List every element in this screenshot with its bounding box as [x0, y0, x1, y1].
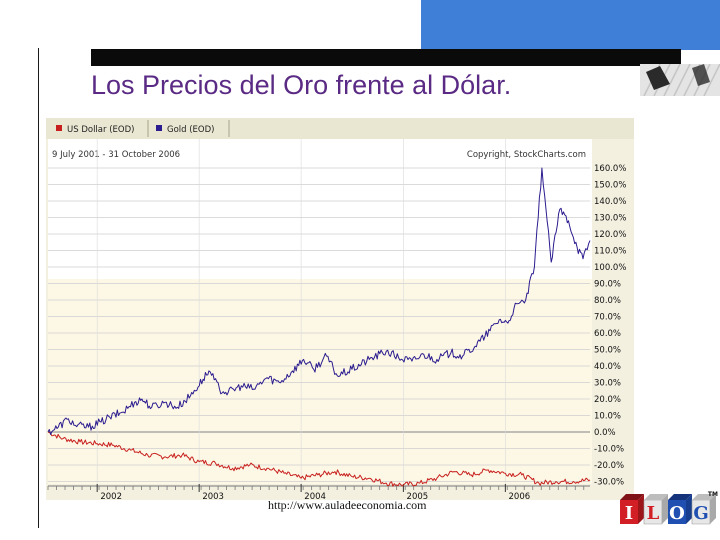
svg-text:I: I: [625, 503, 633, 524]
left-vertical-rule: [38, 48, 39, 528]
title-rule-bar: [91, 49, 681, 66]
series-lines: [47, 167, 591, 487]
legend-label-dollar: US Dollar (EOD): [67, 125, 134, 135]
y-tick-label: -10.0%: [594, 445, 624, 455]
y-tick-label: -20.0%: [594, 461, 624, 471]
gold-vs-dollar-chart: US Dollar (EOD) Gold (EOD) 9 July 2001 -…: [46, 118, 634, 500]
y-tick-label: 40.0%: [594, 362, 621, 372]
y-tick-label: 100.0%: [594, 263, 626, 273]
logo-tile-i: [620, 500, 638, 524]
logo-trademark: TM: [708, 491, 718, 498]
legend: US Dollar (EOD) Gold (EOD): [56, 120, 230, 137]
logo-letter-l: L: [647, 503, 660, 524]
x-tick-label: 2005: [407, 492, 429, 500]
legend-bar: [46, 118, 634, 139]
y-tick-label: 10.0%: [594, 412, 621, 422]
y-axis-ticks: 160.0% 150.0% 140.0% 130.0% 120.0% 110.0% 100.…: [594, 164, 626, 488]
chart-title: 9 July 2001 - 31 October 2006: [52, 150, 180, 160]
ilog-logo: I L O G TM: [620, 491, 718, 525]
y-tick-label: 20.0%: [594, 395, 621, 405]
plot-lower-band: [48, 279, 592, 484]
y-tick-label: 150.0%: [594, 181, 626, 191]
y-tick-label: 120.0%: [594, 230, 626, 240]
y-tick-label: 0.0%: [594, 428, 616, 438]
legend-swatch-gold: [156, 125, 162, 131]
y-tick-label: 130.0%: [594, 214, 626, 224]
y-tick-label: 160.0%: [594, 164, 626, 174]
corner-decoration-icon: [640, 64, 720, 96]
y-tick-label: 30.0%: [594, 379, 621, 389]
chart-svg: US Dollar (EOD) Gold (EOD) 9 July 2001 -…: [46, 118, 634, 500]
slide-title: Los Precios del Oro frente al Dólar.: [91, 70, 512, 100]
chart-copyright: Copyright, StockCharts.com: [467, 150, 586, 160]
y-tick-label: 50.0%: [594, 346, 621, 356]
series-line-gold: [47, 167, 591, 435]
y-tick-label: 80.0%: [594, 296, 621, 306]
x-tick-label: 2003: [202, 492, 224, 500]
series-line-us-dollar: [47, 431, 591, 487]
x-tick-label: 2002: [100, 492, 122, 500]
x-tick-label: 2006: [509, 492, 531, 500]
x-axis-ticks: 2002 2003 2004 2005 2006: [47, 484, 590, 500]
y-tick-label: 110.0%: [594, 247, 626, 257]
plot-upper-band: [48, 139, 592, 279]
legend-swatch-dollar: [56, 125, 62, 131]
header-blue-block: [421, 0, 720, 50]
y-tick-label: 70.0%: [594, 313, 621, 323]
y-tick-label: 90.0%: [594, 280, 621, 290]
y-tick-label: 140.0%: [594, 197, 626, 207]
y-tick-label: 60.0%: [594, 329, 621, 339]
source-url[interactable]: http://www.auladeeconomia.com: [268, 498, 427, 512]
y-tick-label: -30.0%: [594, 478, 624, 488]
grid-lines: [48, 139, 590, 486]
svg-text:G: G: [693, 503, 708, 524]
svg-text:O: O: [669, 503, 685, 524]
legend-label-gold: Gold (EOD): [167, 125, 215, 135]
x-tick-label: 2004: [304, 492, 326, 500]
